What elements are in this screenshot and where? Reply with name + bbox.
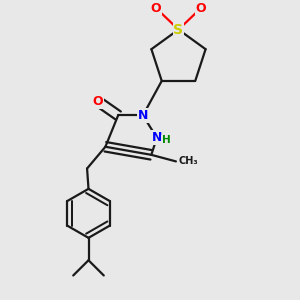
Text: CH₃: CH₃ [178, 156, 198, 167]
Text: O: O [196, 2, 206, 15]
Text: S: S [173, 22, 184, 37]
Text: H: H [161, 135, 170, 145]
Text: O: O [93, 95, 103, 108]
Text: N: N [152, 131, 162, 144]
Text: O: O [151, 2, 161, 15]
Text: N: N [138, 109, 148, 122]
